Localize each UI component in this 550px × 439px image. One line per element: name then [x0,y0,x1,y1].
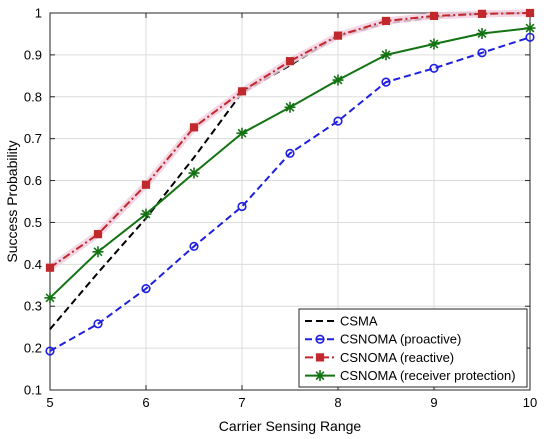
x-axis-label: Carrier Sensing Range [219,418,362,434]
x-tick-label: 6 [142,395,149,410]
y-tick-label: 0.5 [24,215,42,230]
data-point [332,74,344,86]
x-tick-label: 7 [238,395,245,410]
data-point [381,77,391,87]
legend-marker [315,353,325,362]
series-line [49,36,531,352]
data-point [333,31,343,40]
legend-entry: CSNOMA (receiver protection) [305,368,516,383]
data-point [93,230,103,239]
y-tick-label: 0.6 [24,173,42,188]
data-point [284,101,296,113]
y-tick-label: 0.2 [24,341,42,356]
y-tick-label: 0.7 [24,131,42,146]
x-tick-label: 10 [523,395,537,410]
series-3 [44,22,536,304]
y-tick-label: 0.4 [24,257,42,272]
x-tick-label: 8 [334,395,341,410]
series-2 [45,8,535,272]
series-line [49,12,531,269]
data-point [189,123,199,132]
data-point [189,241,199,251]
y-tick-label: 0.8 [24,89,42,104]
legend-marker [314,370,326,382]
data-point [141,284,151,294]
data-point [380,49,392,61]
data-point [285,57,295,66]
data-point [476,28,488,40]
data-point [236,127,248,139]
data-point [477,9,487,18]
legend-entry: CSMA [305,314,378,329]
data-point [524,22,536,34]
data-point [429,11,439,21]
y-tick-label: 1 [35,6,42,21]
data-point [477,48,487,58]
legend-box [298,308,528,388]
data-point [141,180,151,189]
x-tick-label: 5 [46,395,53,410]
legend-marker [315,334,325,344]
series-layer [44,8,536,356]
legend-label: CSNOMA (reactive) [340,350,454,365]
data-point [188,167,200,179]
data-point [92,246,104,258]
data-point [381,16,391,26]
y-axis-label: Success Probability [4,140,20,262]
data-point [237,201,247,212]
legend-entry: CSNOMA (proactive) [305,332,461,347]
data-point [45,346,55,356]
data-point [44,292,56,304]
data-point [45,263,55,272]
data-point [237,87,247,96]
data-point [333,116,343,126]
data-point [525,8,535,18]
data-point [93,319,103,329]
legend-entry: CSNOMA (reactive) [305,350,454,365]
data-point [429,63,439,73]
legend-label: CSMA [340,314,378,329]
data-point [140,208,152,220]
data-point [285,148,295,158]
legend: CSMA CSNOMA (proactive) CSNOMA (reactive) C… [298,308,528,388]
legend-label: CSNOMA (proactive) [340,332,461,347]
data-point [428,38,440,50]
tick-labels: 5 6 7 8 9 10 0.1 0.2 0.3 0.4 0.5 0.6 0.7 0.8 0.9 1 [24,6,537,411]
x-tick-label: 9 [430,395,437,410]
axes-box [49,12,531,391]
y-tick-label: 0.3 [24,299,42,314]
legend-label: CSNOMA (receiver protection) [340,368,516,383]
y-tick-label: 0.9 [24,47,42,62]
y-tick-label: 0.1 [24,383,42,398]
